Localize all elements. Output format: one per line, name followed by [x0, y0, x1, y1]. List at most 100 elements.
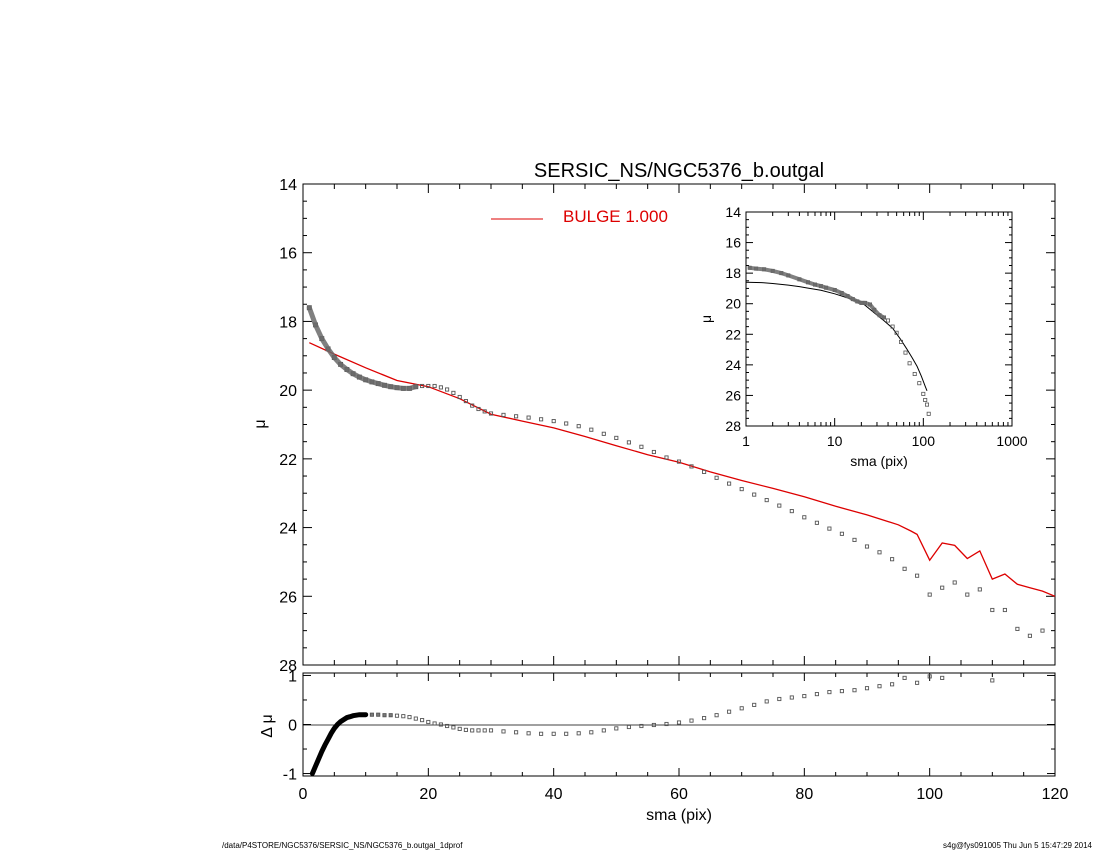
residual-data-points: [369, 674, 995, 736]
inset-model-path: [745, 281, 928, 391]
main-axis-ticks: 14 16 18 20 22 24 26 28: [279, 177, 1056, 675]
residual-data-point: [702, 716, 707, 721]
main-data-point: [1015, 626, 1020, 631]
main-data-point: [1027, 633, 1032, 638]
residual-data-point: [802, 694, 807, 699]
residual-data-point: [413, 716, 418, 721]
inset-data-points: [747, 265, 931, 416]
residual-data-point: [401, 714, 406, 719]
main-data-point: [463, 399, 468, 404]
residual-data-point: [902, 675, 907, 680]
residual-data-point: [526, 731, 531, 736]
main-data-point: [777, 503, 782, 508]
inset-data-point: [917, 381, 922, 386]
residual-data-point: [432, 721, 437, 726]
residual-y-axis-label: Δ μ: [259, 714, 276, 737]
residual-data-point: [814, 692, 819, 697]
residual-data-point: [539, 731, 544, 736]
residual-data-point: [420, 718, 425, 723]
inset-model-line: [745, 281, 928, 391]
residual-data-point: [839, 689, 844, 694]
main-data-point: [539, 417, 544, 422]
residual-data-point: [382, 713, 387, 718]
residual-x-tick-label: 80: [795, 786, 813, 803]
main-data-point: [789, 509, 794, 514]
inset-data-point: [926, 411, 931, 416]
main-data-point: [877, 550, 882, 555]
residual-data-point: [438, 722, 443, 727]
bulge-model-path: [309, 342, 1056, 597]
main-data-point: [764, 498, 769, 503]
residual-inner-curve: [309, 712, 369, 776]
main-data-point: [451, 390, 456, 395]
main-data-point: [551, 419, 556, 424]
residual-plot-panel: 0 20 40 60 80 100 120-101 Δ μ sma (pix): [259, 668, 1068, 824]
residual-data-point: [727, 709, 732, 714]
inset-inner-profile-band: [747, 265, 886, 320]
main-data-point: [576, 424, 581, 429]
main-data-point: [445, 387, 450, 392]
inset-data-point: [923, 397, 928, 402]
residual-data-point: [589, 730, 594, 735]
main-data-point: [432, 383, 437, 389]
residual-data-point: [426, 719, 431, 725]
main-y-tick-label: 18: [279, 314, 297, 331]
main-data-point: [488, 411, 494, 416]
residual-data-point: [940, 675, 945, 680]
footer-file-path: /data/P4STORE/NGC5376/SERSIC_NS/NGC5376_…: [222, 841, 463, 850]
inset-data-point: [899, 339, 904, 344]
residual-data-point: [564, 731, 569, 736]
residual-data-point: [463, 727, 468, 732]
chart-title: SERSIC_NS/NGC5376_b.outgal: [534, 160, 824, 182]
main-data-point: [614, 435, 619, 440]
inset-y-tick-label: 18: [725, 265, 741, 281]
inset-data-point: [886, 318, 891, 323]
main-data-point: [990, 607, 995, 613]
residual-data-point: [777, 696, 782, 702]
residual-data-point: [576, 731, 581, 736]
main-data-point: [689, 464, 694, 469]
inset-y-tick-label: 28: [725, 418, 741, 434]
inset-y-tick-label: 14: [725, 204, 741, 220]
inset-plot-panel: 1 10 100 1000 14 16 18 20 22 24 26 28 μ sma (pix): [698, 204, 1028, 469]
main-data-point: [915, 573, 920, 578]
residual-data-point: [369, 712, 374, 717]
residual-data-point: [852, 688, 857, 693]
residual-data-point: [752, 702, 757, 707]
main-data-point: [940, 585, 945, 590]
residual-data-point: [457, 726, 462, 731]
residual-data-point: [689, 718, 694, 723]
residual-thick-curve: [309, 712, 369, 776]
inset-plot-frame: [745, 211, 1013, 427]
residual-data-point: [739, 706, 744, 711]
main-data-point: [420, 383, 425, 389]
inset-data-point: [921, 391, 926, 396]
inset-data-point: [912, 371, 917, 376]
inset-data-point: [903, 350, 908, 355]
main-data-point: [1002, 607, 1007, 613]
main-data-point: [827, 526, 832, 531]
residual-axis-ticks: 0 20 40 60 80 100 120-101: [283, 668, 1069, 803]
residual-data-point: [877, 684, 882, 689]
residual-data-point: [482, 728, 487, 733]
footer-timestamp: s4g@fys091005 Thu Jun 5 15:47:29 2014: [943, 841, 1092, 850]
main-y-tick-label: 16: [279, 246, 297, 263]
main-data-point: [1040, 628, 1045, 633]
main-y-tick-label: 26: [279, 589, 297, 606]
residual-data-point: [376, 712, 381, 717]
residual-data-point: [990, 678, 995, 683]
residual-x-tick-label: 40: [545, 786, 563, 803]
main-y-tick-label: 28: [279, 658, 297, 675]
main-data-point: [927, 592, 932, 597]
residual-data-point: [651, 722, 656, 728]
main-y-tick-label: 14: [279, 177, 297, 194]
main-data-point: [864, 544, 870, 549]
residual-data-point: [927, 674, 932, 679]
residual-y-tick-label: 0: [288, 718, 297, 735]
residual-data-point: [864, 686, 870, 691]
inset-x-axis-label: sma (pix): [850, 453, 908, 469]
residual-data-point: [470, 728, 475, 733]
residual-data-point: [407, 715, 412, 720]
main-plot-panel: SERSIC_NS/NGC5376_b.outgal 14 16 18 20 22 24 2…: [252, 160, 1056, 675]
